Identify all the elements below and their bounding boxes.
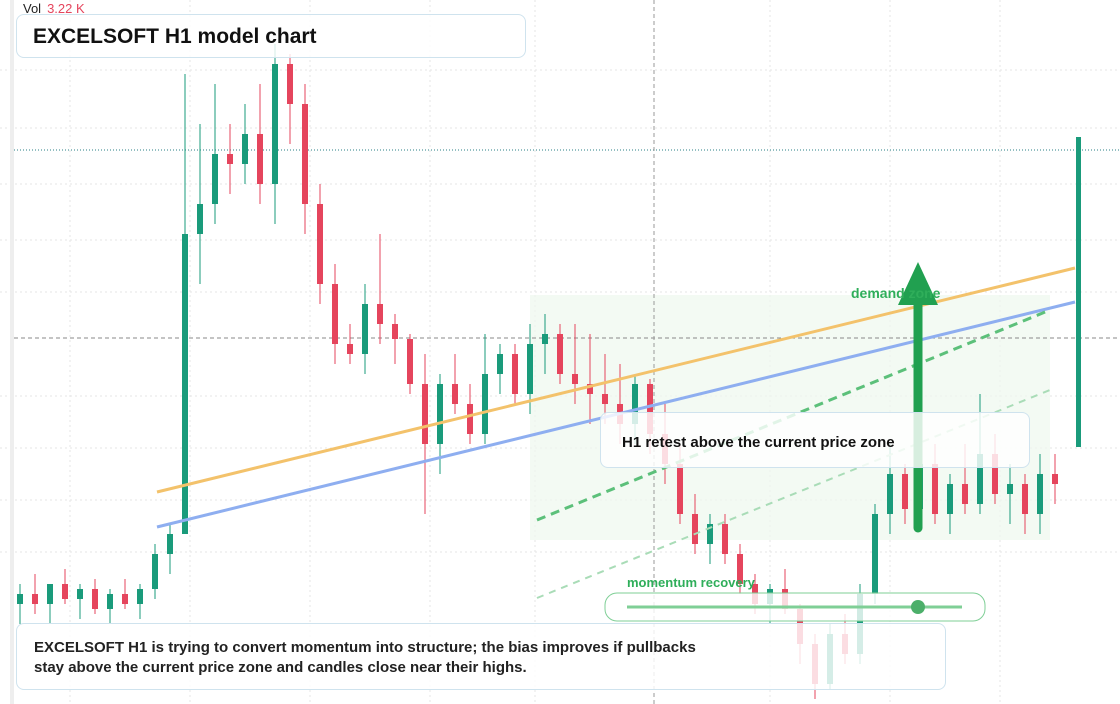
candle-body <box>182 234 188 534</box>
candle-body <box>977 454 983 504</box>
candle-body <box>1022 484 1028 514</box>
candle-body <box>512 354 518 394</box>
zone-label: demand zone <box>851 285 941 301</box>
candle-body <box>872 514 878 594</box>
candle-body <box>677 464 683 514</box>
candle-body <box>902 474 908 509</box>
candle-body <box>332 284 338 344</box>
candle-body <box>947 484 953 514</box>
candle-body <box>407 339 413 384</box>
candle-body <box>962 484 968 504</box>
candle-body <box>212 154 218 204</box>
volume-label: Vol <box>23 1 42 16</box>
candle-body <box>992 454 998 494</box>
candle-body <box>932 464 938 514</box>
candle-body <box>572 374 578 384</box>
candle-body <box>302 104 308 204</box>
candle-body <box>1007 484 1013 494</box>
candle-body <box>482 374 488 434</box>
candle-body <box>527 344 533 394</box>
arrow-head <box>898 262 938 305</box>
slider-knob <box>911 600 925 614</box>
candle-body <box>317 204 323 284</box>
candle-body <box>497 354 503 374</box>
candle-body <box>137 589 143 604</box>
note-text: EXCELSOFT H1 is trying to convert moment… <box>34 639 696 676</box>
candle-body <box>692 514 698 544</box>
candle-body <box>32 594 38 604</box>
candle-body <box>122 594 128 604</box>
chart-title: EXCELSOFT H1 model chart <box>16 14 526 58</box>
candle-body <box>227 154 233 164</box>
candle-body <box>632 384 638 424</box>
candle-body <box>92 589 98 609</box>
candle-body <box>77 589 83 599</box>
candle-body <box>1037 474 1043 514</box>
candle-body <box>347 344 353 354</box>
candle-body <box>47 584 53 604</box>
candle-body <box>467 404 473 434</box>
candle-body <box>392 324 398 339</box>
candle-body <box>272 64 278 184</box>
volume-legend: Vol 3.22 K <box>23 1 85 16</box>
candle-body <box>1052 474 1058 484</box>
candle-body <box>722 524 728 554</box>
candle-body <box>647 384 653 434</box>
candle-body <box>377 304 383 324</box>
candle-body <box>737 554 743 584</box>
candle-body <box>107 594 113 609</box>
volume-value: 3.22 K <box>47 1 85 16</box>
candle-body <box>887 474 893 514</box>
candle-body <box>287 64 293 104</box>
candle-body <box>167 534 173 554</box>
candle-body <box>557 334 563 374</box>
candle-body <box>602 394 608 404</box>
candle-body <box>362 304 368 354</box>
momentum-label: momentum recovery <box>627 575 755 590</box>
candle-body <box>257 134 263 184</box>
candle-body <box>152 554 158 589</box>
candle-body <box>242 134 248 164</box>
edge <box>10 0 14 704</box>
price-marker <box>1076 137 1081 447</box>
candle-body <box>542 334 548 344</box>
candle-body <box>452 384 458 404</box>
note-box: EXCELSOFT H1 is trying to convert moment… <box>16 623 946 690</box>
candle-body <box>587 384 593 394</box>
candle-body <box>707 524 713 544</box>
candle-body <box>437 384 443 444</box>
candle-body <box>62 584 68 599</box>
candle-body <box>422 384 428 444</box>
retest-callout: H1 retest above the current price zone <box>600 412 1030 468</box>
candle-body <box>197 204 203 234</box>
candle-body <box>17 594 23 604</box>
